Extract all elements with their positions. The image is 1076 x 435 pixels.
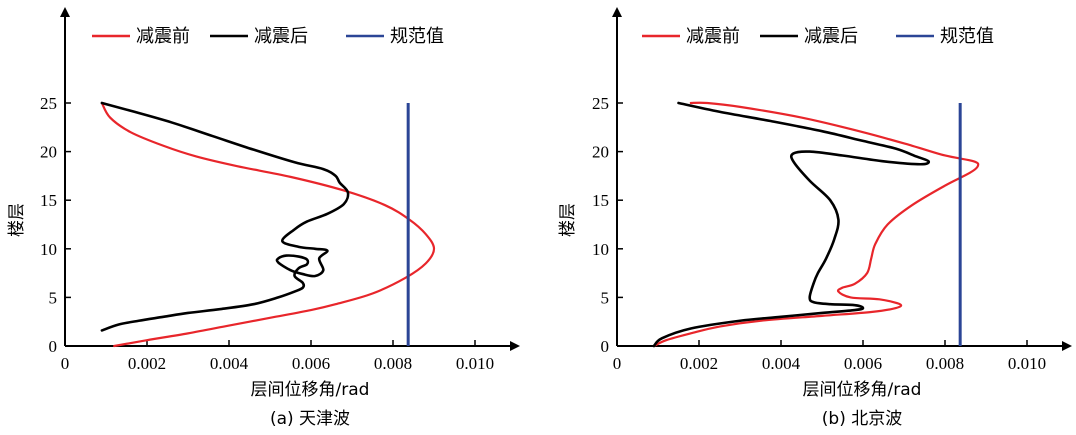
x-tick-label: 0.006 (844, 354, 882, 373)
y-tick-label: 10 (592, 240, 609, 259)
y-tick-label: 5 (601, 288, 610, 307)
legend: 减震前 减震后 规范值 (92, 26, 444, 47)
series-line-after (100, 101, 350, 332)
y-tick-label: 5 (49, 288, 58, 307)
x-tick-label: 0.002 (680, 354, 718, 373)
y-tick-label: 10 (40, 240, 57, 259)
x-tick-label: 0.006 (292, 354, 330, 373)
legend-label: 规范值 (390, 26, 444, 47)
x-tick-label: 0 (613, 354, 622, 373)
series-line-after (652, 101, 931, 348)
legend: 减震前 减震后 规范值 (642, 26, 994, 47)
series-line-before (100, 101, 436, 348)
legend-label: 减震后 (254, 26, 308, 47)
y-tick-label: 0 (601, 337, 610, 356)
y-tick-label: 15 (40, 191, 57, 210)
legend-label: 减震前 (136, 26, 190, 47)
x-tick-label: 0.004 (762, 354, 801, 373)
chart-panel-b: 0 0.002 0.004 0.006 0.008 0.010 0 5 10 15 20 25 层间位移… (558, 7, 1072, 429)
y-axis-title: 楼层 (7, 203, 27, 237)
panel-caption: (b) 北京波 (822, 409, 902, 429)
y-tick-label: 25 (40, 94, 57, 113)
y-axis-title: 楼层 (558, 203, 578, 237)
legend-label: 规范值 (940, 26, 994, 47)
y-tick-label: 20 (592, 143, 609, 162)
legend-label: 减震前 (686, 26, 740, 47)
legend-label: 减震后 (804, 26, 858, 47)
series-line-before (652, 101, 980, 348)
x-tick-label: 0.010 (456, 354, 494, 373)
chart-panel-a: 0 0.002 0.004 0.006 0.008 0.010 0 5 10 15 20 25 层间位移… (7, 7, 520, 429)
y-tick-label: 20 (40, 143, 57, 162)
x-tick-label: 0 (61, 354, 70, 373)
panel-caption: (a) 天津波 (270, 409, 350, 429)
y-tick-label: 0 (49, 337, 58, 356)
x-tick-label: 0.010 (1008, 354, 1046, 373)
x-tick-label: 0.002 (128, 354, 166, 373)
y-tick-label: 25 (592, 94, 609, 113)
x-tick-label: 0.008 (926, 354, 964, 373)
x-axis-title: 层间位移角/rad (803, 380, 922, 400)
x-tick-label: 0.004 (210, 354, 249, 373)
x-axis-title: 层间位移角/rad (251, 380, 370, 400)
y-tick-label: 15 (592, 191, 609, 210)
x-tick-label: 0.008 (374, 354, 412, 373)
